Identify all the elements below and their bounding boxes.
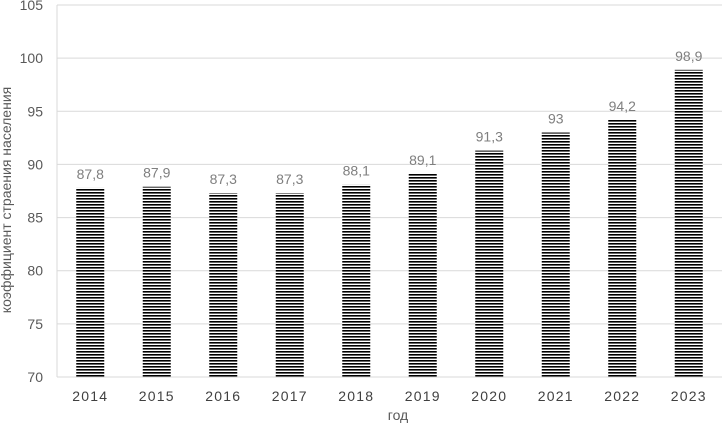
y-tick-label: 100 [20, 50, 44, 66]
data-labels: 87,8 87,9 87,3 87,3 88,1 89,1 91,3 93 94,2 98,9 [77, 48, 703, 187]
y-tick-label: 75 [27, 316, 43, 332]
data-label-2021: 93 [548, 111, 564, 127]
data-label-2015: 87,9 [143, 165, 170, 181]
y-tick-label: 95 [27, 103, 43, 119]
x-tick-label-2016: 2016 [205, 388, 241, 404]
data-label-2022: 94,2 [609, 98, 636, 114]
bar-2023 [674, 69, 703, 377]
bar-2017 [275, 193, 304, 377]
y-tick-label: 105 [20, 0, 44, 13]
bar-2016 [209, 193, 238, 377]
data-label-2020: 91,3 [476, 129, 503, 145]
y-tick-label: 70 [27, 369, 43, 385]
x-tick-label-2014: 2014 [72, 388, 108, 404]
x-tick-label-2018: 2018 [338, 388, 374, 404]
data-label-2019: 89,1 [409, 152, 436, 168]
y-axis-title: коэффициент страения населения [0, 87, 14, 313]
data-label-2014: 87,8 [77, 166, 104, 182]
bar-2020 [475, 150, 504, 377]
data-label-2016: 87,3 [210, 171, 237, 187]
bar-2021 [541, 132, 570, 377]
x-tick-label-2017: 2017 [272, 388, 308, 404]
x-axis-title: год [388, 407, 408, 423]
y-tick-label: 90 [27, 156, 43, 172]
x-tick-label-2015: 2015 [139, 388, 175, 404]
x-tick-label-2022: 2022 [604, 388, 640, 404]
bar-2022 [608, 119, 637, 377]
x-tick-label-2023: 2023 [671, 388, 707, 404]
data-label-2018: 88,1 [343, 163, 370, 179]
data-label-2023: 98,9 [675, 48, 702, 64]
x-tick-label-2019: 2019 [405, 388, 441, 404]
x-tick-label-2021: 2021 [538, 388, 574, 404]
bar-2019 [408, 173, 437, 377]
bar-2015 [142, 186, 171, 377]
bar-2014 [76, 187, 105, 377]
bars [76, 69, 703, 377]
y-tick-label: 85 [27, 210, 43, 226]
y-tick-label: 80 [27, 263, 43, 279]
y-axis-ticks: 70 75 80 85 90 95 100 105 [20, 0, 44, 385]
x-tick-label-2020: 2020 [471, 388, 507, 404]
x-axis-ticks: 2014 2015 2016 2017 2018 2019 2020 2021 2022 2023 [72, 388, 707, 404]
data-label-2017: 87,3 [276, 171, 303, 187]
bar-2018 [342, 184, 371, 377]
